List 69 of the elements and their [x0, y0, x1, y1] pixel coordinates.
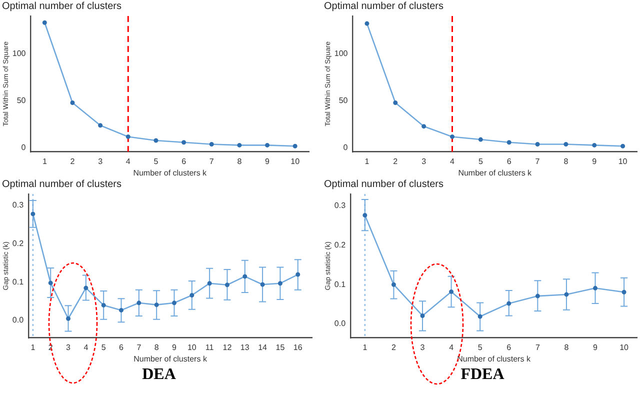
x-tick-label: 2 [70, 156, 76, 166]
y-tick-label: 100 [334, 48, 348, 58]
x-tick-label: 9 [593, 342, 598, 352]
x-tick-label: 7 [136, 342, 142, 352]
x-tick-label: 6 [506, 156, 512, 166]
x-tick-label: 8 [154, 342, 160, 352]
x-tick-label: 15 [276, 342, 286, 352]
x-tick-label: 10 [620, 342, 630, 352]
x-tick-label: 5 [478, 156, 484, 166]
x-tick-label: 4 [449, 342, 454, 352]
x-tick-label: 1 [362, 342, 368, 352]
x-tick-label: 10 [290, 156, 300, 166]
y-tick-label: 0.3 [334, 201, 346, 210]
x-tick-label: 6 [182, 156, 187, 166]
y-tick-label: 0.0 [334, 319, 346, 328]
y-tick-label: 0.0 [12, 316, 24, 325]
x-tick-label: 1 [30, 342, 36, 352]
x-tick-label: 7 [535, 342, 540, 352]
text: FDEA [460, 366, 506, 384]
x-tick-label: 4 [126, 156, 131, 166]
x-tick-label: 4 [84, 342, 89, 352]
x-tick-label: 14 [258, 342, 268, 352]
x-tick-label: 2 [393, 156, 398, 166]
chart-title: Optimal number of clusters [2, 178, 122, 190]
x-tick-label: 5 [154, 156, 159, 166]
y-tick-label: 50 [338, 96, 348, 106]
x-tick-label: 6 [119, 342, 124, 352]
x-tick-label: 11 [205, 342, 214, 352]
x-tick-label: 10 [187, 342, 197, 352]
x-tick-label: 3 [98, 156, 104, 166]
x-tick-label: 12 [222, 342, 232, 352]
y-tick-label: 50 [16, 96, 26, 106]
y-tick-label: 0.1 [334, 280, 346, 289]
x-tick-label: 4 [450, 156, 456, 166]
y-tick-label: 0.3 [12, 200, 24, 210]
x-axis-title: Number of clusters k [133, 168, 208, 178]
x-tick-label: 5 [478, 342, 483, 352]
x-tick-label: 8 [564, 342, 570, 352]
chart-title: Optimal number of clusters [324, 178, 444, 190]
x-tick-label: 7 [209, 156, 214, 166]
x-tick-label: 5 [101, 342, 106, 352]
x-tick-label: 9 [265, 156, 270, 166]
x-tick-label: 3 [66, 342, 72, 352]
y-tick-label: 0.2 [12, 239, 24, 248]
text: DEA [141, 366, 177, 384]
x-tick-label: 9 [172, 342, 178, 352]
y-tick-label: 100 [12, 48, 26, 58]
x-tick-label: 7 [535, 156, 540, 166]
x-tick-label: 16 [293, 342, 303, 352]
x-axis-title: Number of clusters k [457, 354, 532, 364]
y-tick-label: 0 [343, 143, 348, 152]
x-tick-label: 1 [42, 156, 48, 166]
x-tick-label: 6 [506, 342, 512, 352]
x-axis-title: Number of clusters k [134, 354, 208, 364]
x-tick-label: 10 [618, 156, 628, 166]
y-tick-label: 0.1 [12, 277, 24, 286]
x-tick-label: 9 [592, 156, 598, 166]
x-tick-label: 3 [420, 342, 426, 352]
x-tick-label: 2 [391, 342, 396, 352]
x-tick-label: 3 [422, 156, 427, 166]
y-tick-label: 0 [21, 143, 26, 152]
x-axis-title: Number of clusters k [458, 168, 533, 178]
chart-title: Optimal number of clusters [324, 0, 444, 12]
chart-title: Optimal number of clusters [2, 0, 122, 12]
x-tick-label: 8 [237, 156, 242, 166]
y-tick-label: 0.2 [334, 240, 346, 250]
x-tick-label: 13 [240, 342, 250, 352]
x-tick-label: 1 [364, 156, 370, 166]
x-tick-label: 8 [564, 156, 569, 166]
